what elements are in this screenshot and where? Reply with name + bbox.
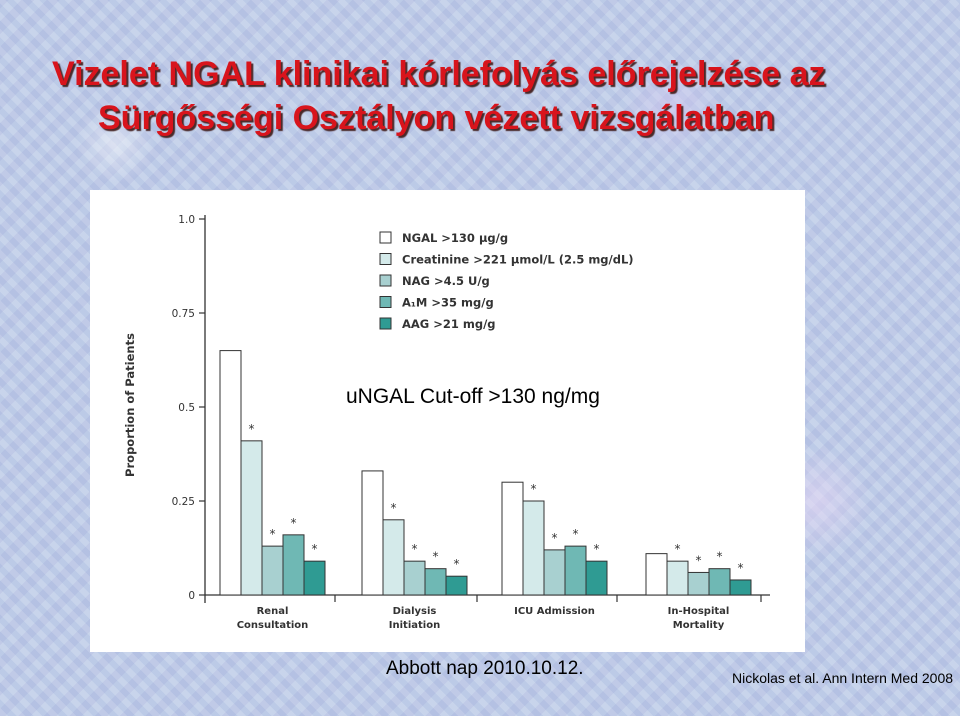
bar-3-2 — [687, 571, 710, 596]
y-tick-label: 0.25 — [172, 496, 195, 508]
significance-marker: * — [696, 553, 702, 567]
bar-1-1 — [382, 519, 405, 596]
bar-1-2 — [403, 560, 426, 596]
bar-3-4 — [729, 579, 752, 596]
significance-marker: * — [433, 550, 439, 564]
legend-label: A₁M >35 mg/g — [402, 296, 494, 310]
bar-chart: 0 0.25 0.5 0.75 1.0 Proportion of Patients * * *… — [123, 214, 770, 631]
significance-marker: * — [738, 561, 744, 575]
bar-2-2 — [543, 549, 566, 596]
bar-3-3 — [708, 568, 731, 596]
x-category-label: Renal — [257, 606, 289, 617]
legend-swatch — [379, 274, 392, 287]
x-category-label: Consultation — [237, 620, 309, 631]
bar-0-0 — [219, 350, 242, 596]
slide-title-line2: Sürgősségi Osztályon vézett vizsgálatban — [98, 99, 775, 137]
slide-title-line1: Vizelet NGAL klinikai kórlefolyás előrej… — [52, 55, 826, 93]
x-category-label: ICU Admission — [514, 606, 595, 617]
bar-2-3 — [564, 545, 587, 596]
significance-marker: * — [312, 542, 318, 556]
bar-0-3 — [282, 534, 305, 596]
significance-marker: * — [249, 422, 255, 436]
significance-marker: * — [291, 516, 297, 530]
y-tick-label: 0 — [188, 590, 195, 602]
bar-3-0 — [645, 553, 668, 596]
significance-marker: * — [531, 482, 537, 496]
significance-marker: * — [594, 542, 600, 556]
significance-marker: * — [412, 542, 418, 556]
legend-label: NGAL >130 µg/g — [402, 231, 508, 245]
bar-0-4 — [303, 560, 326, 596]
x-category-label: Mortality — [673, 620, 725, 631]
y-tick-label: 0.75 — [172, 308, 195, 320]
x-category-label: Dialysis — [393, 606, 437, 617]
chart-panel: 0 0.25 0.5 0.75 1.0 Proportion of Patients * * *… — [90, 190, 805, 652]
legend-label: Creatinine >221 µmol/L (2.5 mg/dL) — [402, 253, 634, 267]
legend-swatch — [379, 231, 392, 244]
bar-1-0 — [361, 470, 384, 596]
significance-marker: * — [573, 527, 579, 541]
bar-2-0 — [501, 481, 524, 596]
significance-marker: * — [675, 542, 681, 556]
legend-label: NAG >4.5 U/g — [402, 274, 490, 288]
source-citation-nickolas: Nickolas et al. Ann Intern Med 2008 — [732, 670, 954, 686]
y-axis-label: Proportion of Patients — [123, 333, 137, 477]
significance-marker: * — [454, 557, 460, 571]
y-tick-label: 1.0 — [178, 214, 195, 226]
bar-2-4 — [585, 560, 608, 596]
x-category-label: Initiation — [389, 620, 440, 631]
source-citation-abbott: Abbott nap 2010.10.12. — [386, 658, 584, 679]
cutoff-annotation: uNGAL Cut-off >130 ng/mg — [346, 385, 600, 408]
y-tick-label: 0.5 — [178, 402, 195, 414]
significance-marker: * — [552, 531, 558, 545]
bar-0-1 — [240, 440, 263, 596]
significance-marker: * — [391, 501, 397, 515]
bar-3-1 — [666, 560, 689, 596]
bar-0-2 — [261, 545, 284, 596]
slide-title: Vizelet NGAL klinikai kórlefolyás előrej… — [52, 52, 932, 140]
legend-swatch — [379, 253, 392, 265]
x-category-label: In-Hospital — [668, 606, 730, 617]
legend-swatch — [379, 296, 392, 308]
legend-label: AAG >21 mg/g — [402, 317, 496, 331]
significance-marker: * — [717, 550, 723, 564]
legend-swatch — [379, 317, 392, 330]
bar-2-1 — [522, 500, 545, 596]
bar-1-4 — [445, 575, 468, 596]
bar-1-3 — [424, 568, 447, 596]
significance-marker: * — [270, 527, 276, 541]
